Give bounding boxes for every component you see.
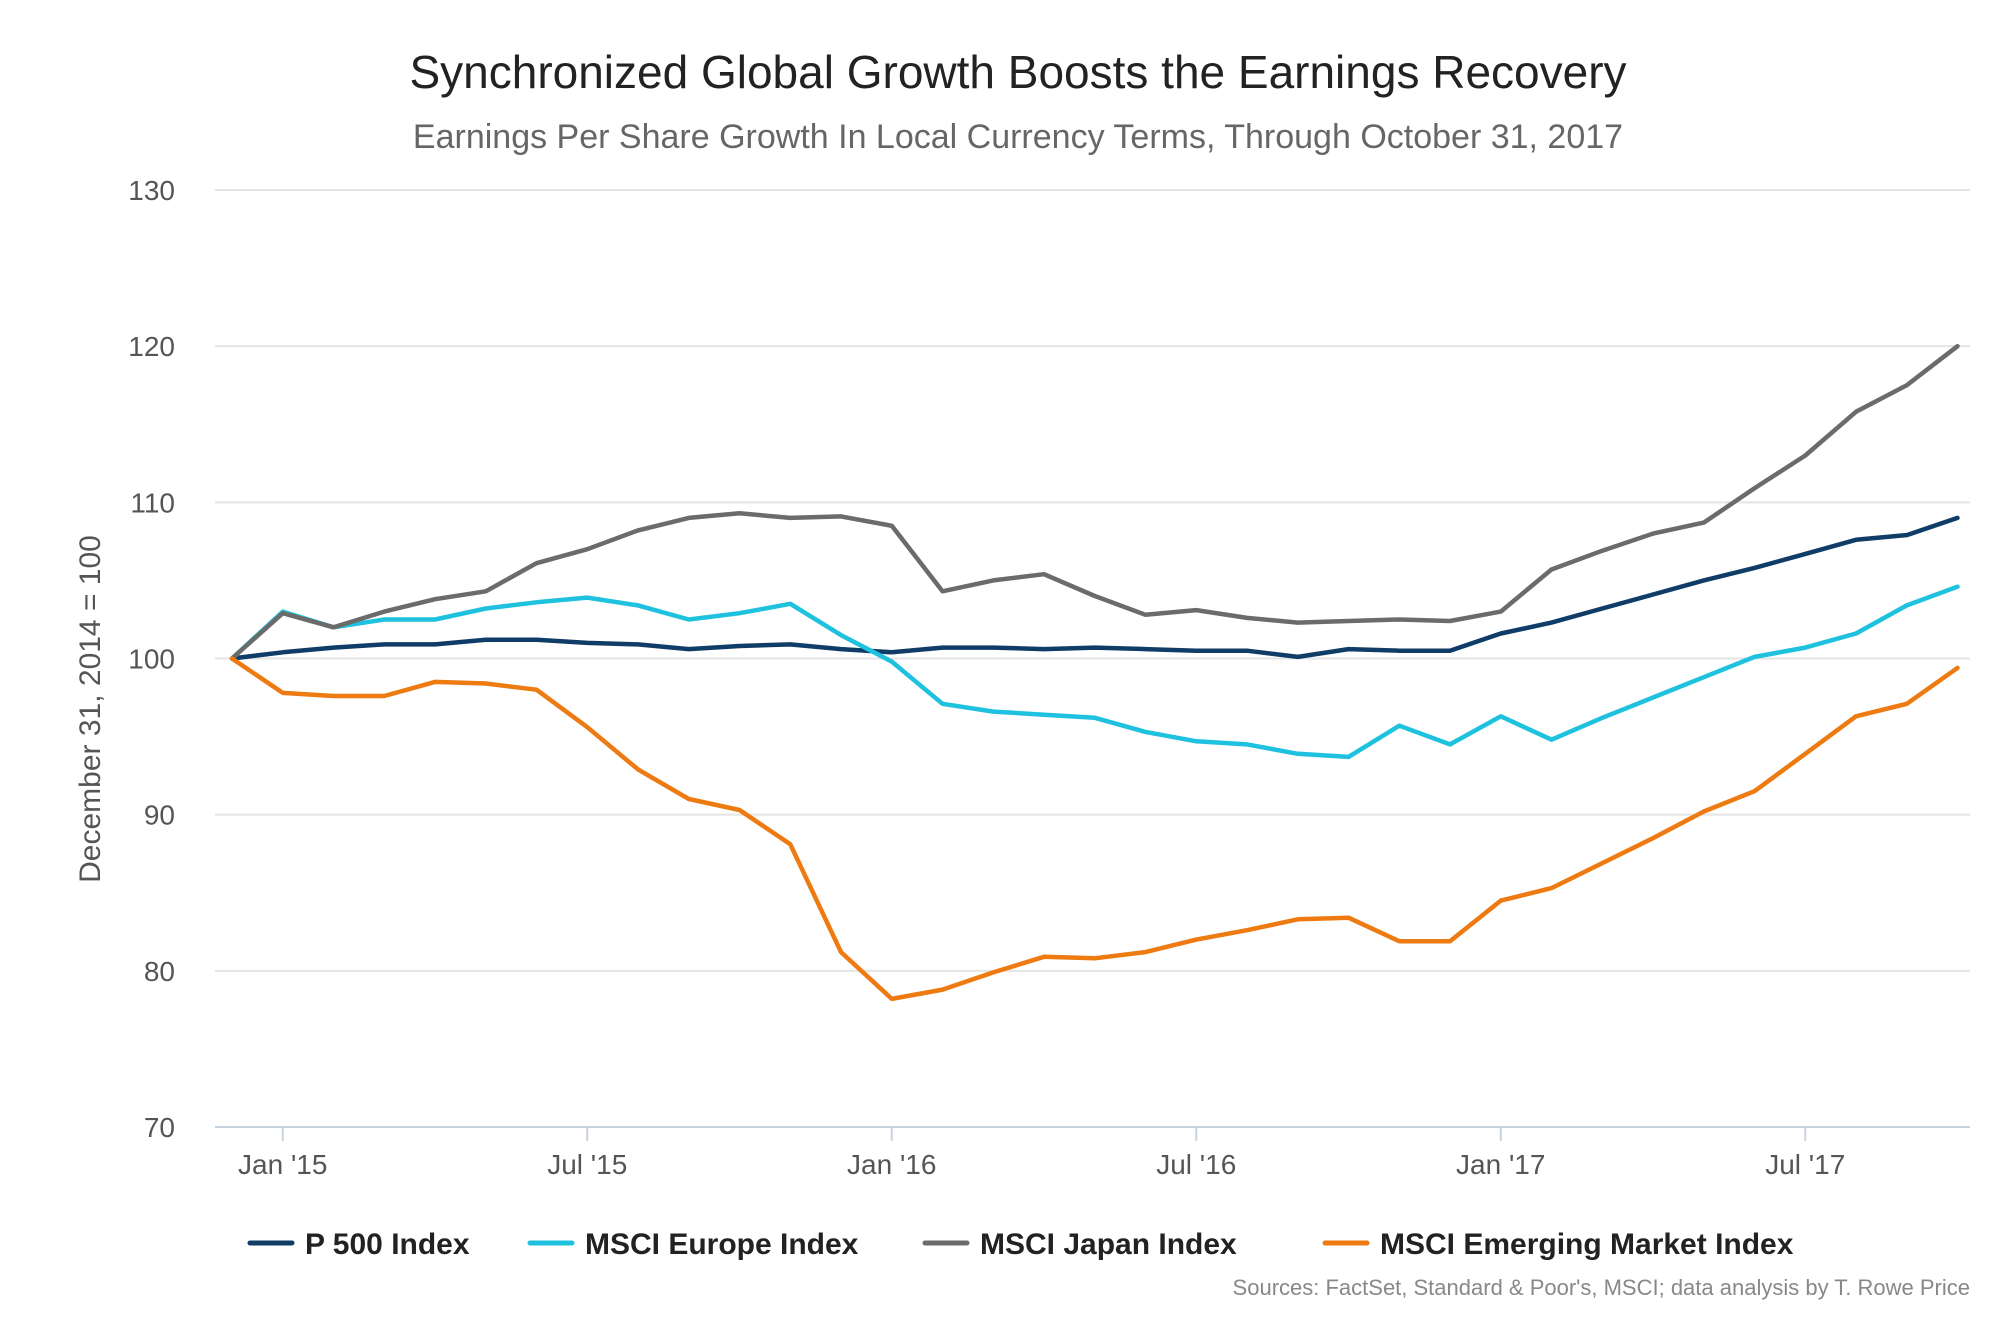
legend-label: P 500 Index xyxy=(305,1228,470,1261)
x-tick-label: Jul '17 xyxy=(1765,1149,1845,1180)
y-tick-label: 90 xyxy=(144,800,175,831)
series-lines xyxy=(229,343,1960,1002)
y-tick-label: 120 xyxy=(128,331,175,362)
source-note: Sources: FactSet, Standard & Poor's, MSC… xyxy=(1233,1275,1970,1300)
x-tick-label: Jan '17 xyxy=(1456,1149,1545,1180)
series-line-1 xyxy=(229,515,1960,661)
series-line-2 xyxy=(229,584,1960,760)
legend-label: MSCI Europe Index xyxy=(585,1228,859,1261)
y-tick-label: 100 xyxy=(128,644,175,675)
x-tick-label: Jan '16 xyxy=(847,1149,936,1180)
legend-label: MSCI Emerging Market Index xyxy=(1380,1228,1794,1261)
legend-label: MSCI Japan Index xyxy=(980,1228,1237,1261)
series-line-3 xyxy=(229,343,1960,661)
gridlines xyxy=(215,189,1970,972)
y-tick-label: 70 xyxy=(144,1112,175,1143)
y-axis-label: December 31, 2014 = 100 xyxy=(74,535,107,883)
chart-title: Synchronized Global Growth Boosts the Ea… xyxy=(409,46,1626,98)
x-tick-label: Jul '15 xyxy=(547,1149,627,1180)
y-tick-label: 130 xyxy=(128,175,175,206)
x-tick-label: Jul '16 xyxy=(1156,1149,1236,1180)
axes: 130 120 110 100 90 80 70 Jan '15 Jul '15 Jan '16 J… xyxy=(128,175,1970,1180)
y-tick-label: 110 xyxy=(130,487,175,518)
chart-subtitle: Earnings Per Share Growth In Local Curre… xyxy=(413,118,1623,156)
legend: P 500 Index MSCI Europe Index MSCI Japan I… xyxy=(247,1228,1794,1261)
series-line-4 xyxy=(229,656,1960,1002)
x-tick-label: Jan '15 xyxy=(238,1149,327,1180)
y-tick-label: 80 xyxy=(144,956,175,987)
